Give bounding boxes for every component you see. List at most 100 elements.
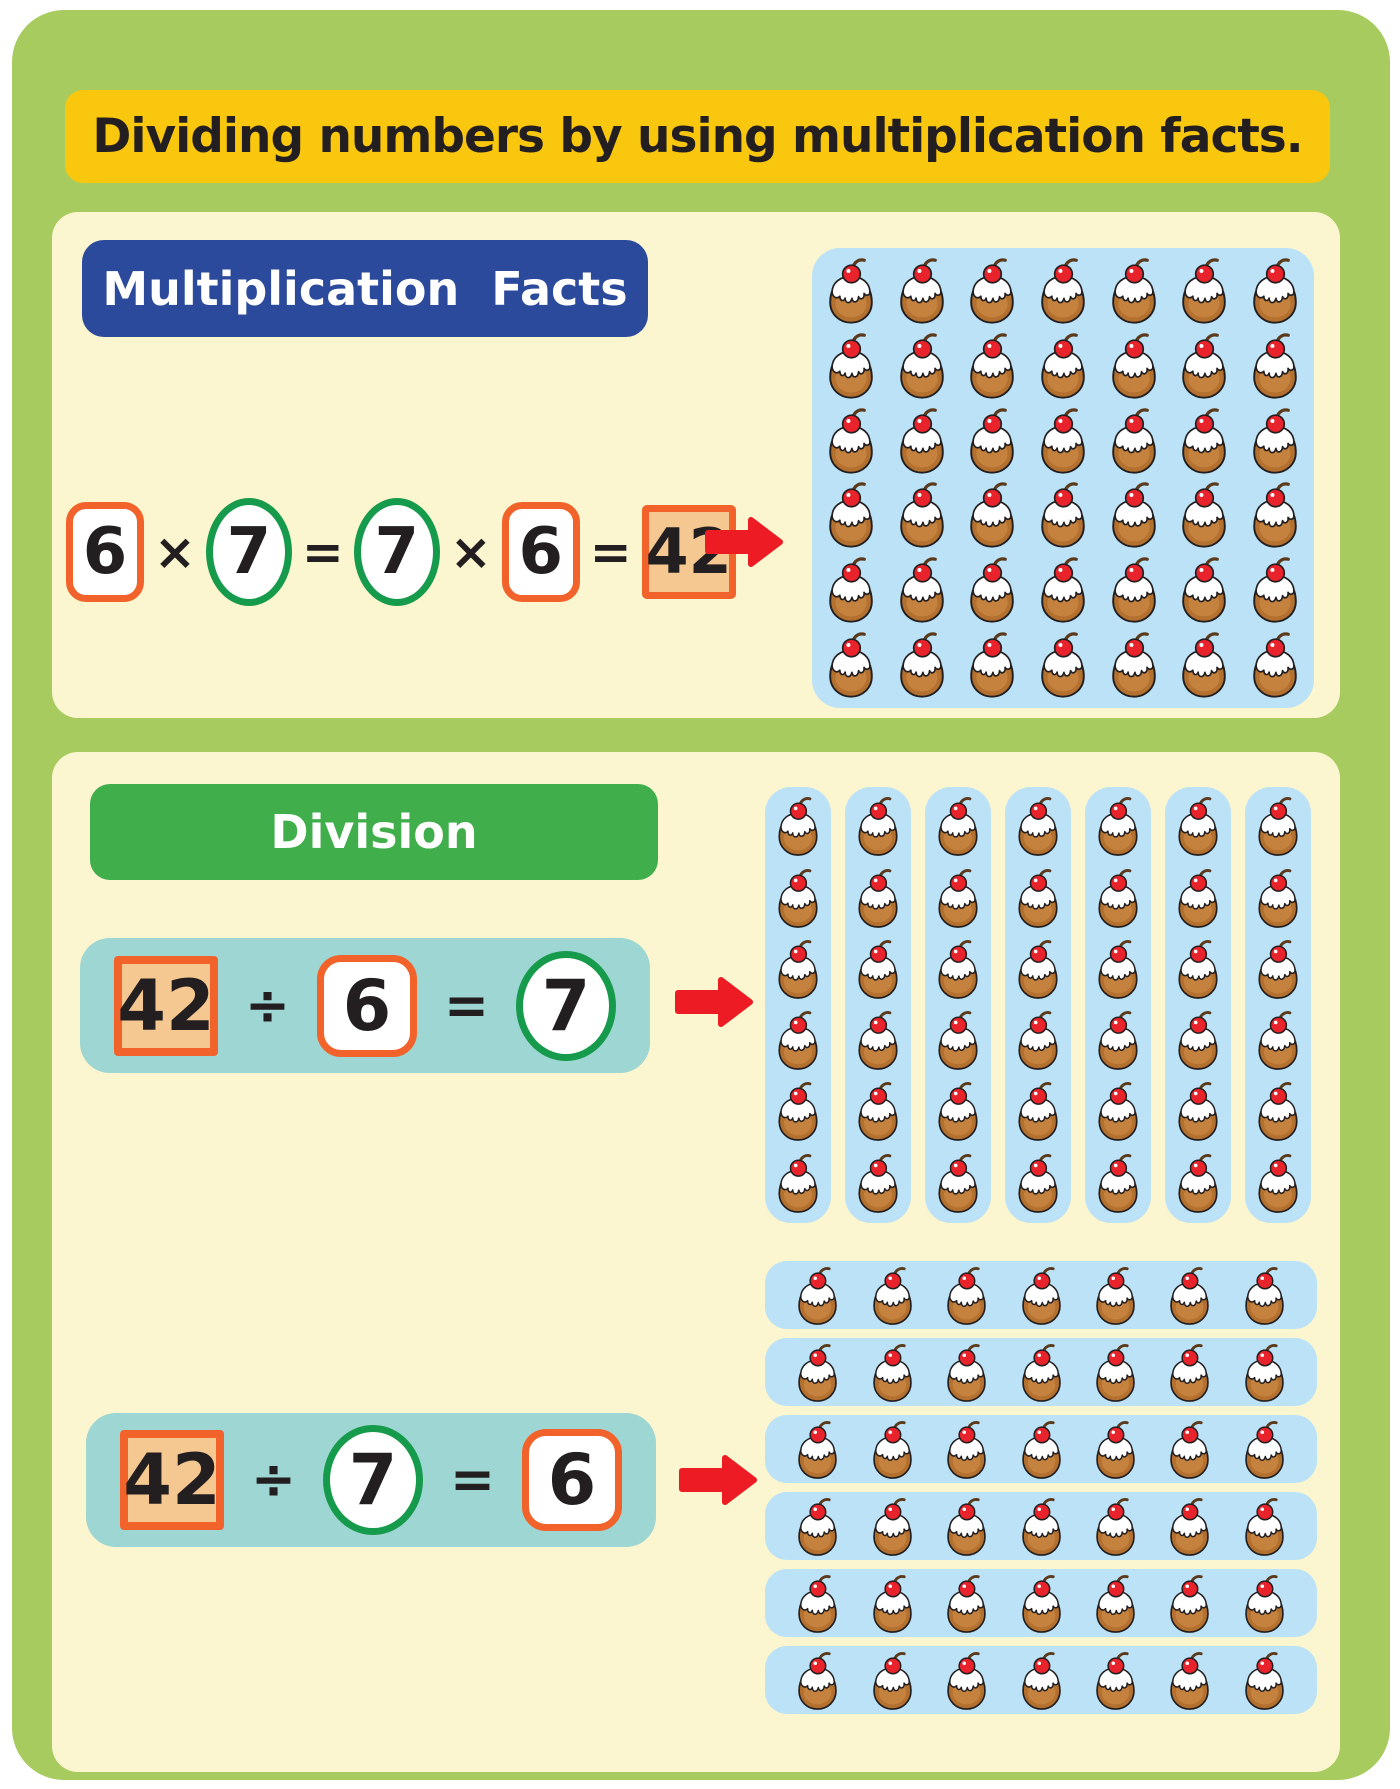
cupcake-icon: [1173, 630, 1235, 700]
cupcake-icon: [1014, 1419, 1069, 1481]
cupcake-icon: [1014, 1650, 1069, 1712]
equation-number-orange-box: 6: [522, 1429, 622, 1531]
cupcake-icon: [1014, 1573, 1069, 1635]
cupcake-icon: [1103, 555, 1165, 625]
cupcake-icon: [1244, 406, 1306, 476]
cupcake-icon: [1014, 1265, 1069, 1327]
cupcake-icon: [1170, 1080, 1226, 1143]
cupcake-icon: [770, 867, 826, 930]
cupcake-icon: [891, 406, 953, 476]
cupcake-icon: [1103, 331, 1165, 401]
cupcake-group-column-2: [845, 787, 911, 1223]
cupcake-icon: [1088, 1573, 1143, 1635]
cupcake-icon: [1010, 867, 1066, 930]
cupcake-group-row-1: [765, 1261, 1317, 1329]
title-bar: Dividing numbers by using multiplication…: [65, 90, 1330, 183]
cupcake-grid-42: [812, 248, 1314, 708]
cupcake-icon: [1010, 1152, 1066, 1215]
cupcake-icon: [930, 1009, 986, 1072]
equation-operator: ×: [449, 523, 492, 581]
cupcake-icon: [1090, 938, 1146, 1001]
equation-number-result-box: 42: [120, 1430, 224, 1530]
cupcake-icon: [1103, 256, 1165, 326]
cupcake-icon: [1032, 256, 1094, 326]
multiplication-facts-badge-label: Multiplication Facts: [102, 261, 628, 316]
cupcake-icon: [1244, 256, 1306, 326]
cupcake-icon: [790, 1419, 845, 1481]
cupcake-group-row-4: [765, 1492, 1317, 1560]
equation-number-orange-box: 6: [66, 502, 144, 602]
cupcake-icon: [930, 1152, 986, 1215]
equation-number-green-oval: 7: [323, 1425, 423, 1535]
cupcake-icon: [1250, 1009, 1306, 1072]
cupcake-icon: [1014, 1342, 1069, 1404]
cupcake-icon: [1244, 331, 1306, 401]
cupcake-icon: [1250, 938, 1306, 1001]
equation-operator: =: [589, 523, 632, 581]
equation-number-green-oval: 7: [205, 498, 292, 606]
division-badge: Division: [90, 784, 658, 880]
cupcake-icon: [770, 1080, 826, 1143]
cupcake-icon: [930, 795, 986, 858]
equation-number-green-oval: 7: [516, 950, 616, 1061]
page-title: Dividing numbers by using multiplication…: [92, 109, 1303, 164]
cupcake-icon: [1088, 1496, 1143, 1558]
cupcake-icon: [1237, 1265, 1292, 1327]
cupcake-group-row-3: [765, 1415, 1317, 1483]
cupcake-icon: [1090, 1009, 1146, 1072]
cupcake-icon: [1090, 1152, 1146, 1215]
cupcake-icon: [1162, 1650, 1217, 1712]
cupcake-icon: [1250, 795, 1306, 858]
cupcake-icon: [961, 630, 1023, 700]
cupcake-icon: [1170, 867, 1226, 930]
cupcake-icon: [930, 1080, 986, 1143]
cupcake-icon: [1244, 555, 1306, 625]
red-arrow-icon: [674, 974, 754, 1030]
multiplication-facts-badge: Multiplication Facts: [82, 240, 648, 337]
cupcake-icon: [1088, 1342, 1143, 1404]
cupcake-icon: [1162, 1265, 1217, 1327]
cupcake-icon: [820, 331, 882, 401]
cupcake-group-row-5: [765, 1569, 1317, 1637]
equation-operator: =: [449, 1448, 496, 1511]
cupcake-icon: [820, 256, 882, 326]
cupcake-icon: [1088, 1265, 1143, 1327]
cupcake-icon: [1170, 1009, 1226, 1072]
cupcake-icon: [770, 1152, 826, 1215]
multiplication-facts-panel: Multiplication Facts 6 × 7 = 7 × 6 = 42: [52, 212, 1340, 718]
cupcake-icon: [865, 1265, 920, 1327]
cupcake-group-column-6: [1165, 787, 1231, 1223]
cupcake-icon: [790, 1650, 845, 1712]
equation-number-green-oval: 7: [353, 498, 440, 606]
cupcake-icon: [939, 1650, 994, 1712]
cupcake-icon: [790, 1573, 845, 1635]
cupcake-icon: [939, 1496, 994, 1558]
cupcake-group-row-6: [765, 1646, 1317, 1714]
cupcake-icon: [930, 867, 986, 930]
cupcake-icon: [1237, 1650, 1292, 1712]
red-arrow-icon: [704, 514, 784, 570]
cupcake-icon: [1103, 630, 1165, 700]
cupcake-icon: [1088, 1419, 1143, 1481]
cupcake-icon: [820, 480, 882, 550]
cupcake-icon: [1173, 256, 1235, 326]
cupcake-icon: [1162, 1419, 1217, 1481]
equation-operator: ÷: [244, 973, 291, 1037]
cupcake-icon: [850, 795, 906, 858]
cupcake-icon: [1244, 630, 1306, 700]
cupcake-icon: [850, 1152, 906, 1215]
cupcake-icon: [1032, 406, 1094, 476]
equation-operator: ÷: [250, 1448, 297, 1511]
cupcake-icon: [1090, 867, 1146, 930]
cupcake-icon: [961, 406, 1023, 476]
cupcake-icon: [1014, 1496, 1069, 1558]
cupcake-icon: [930, 938, 986, 1001]
cupcake-icon: [1010, 938, 1066, 1001]
cupcake-icon: [1010, 795, 1066, 858]
division-panel: Division 42 ÷ 6 = 7 42 ÷ 7 = 6: [52, 752, 1340, 1772]
cupcake-icon: [850, 1080, 906, 1143]
cupcake-icon: [939, 1342, 994, 1404]
cupcake-group-column-4: [1005, 787, 1071, 1223]
cupcake-icon: [1250, 1152, 1306, 1215]
